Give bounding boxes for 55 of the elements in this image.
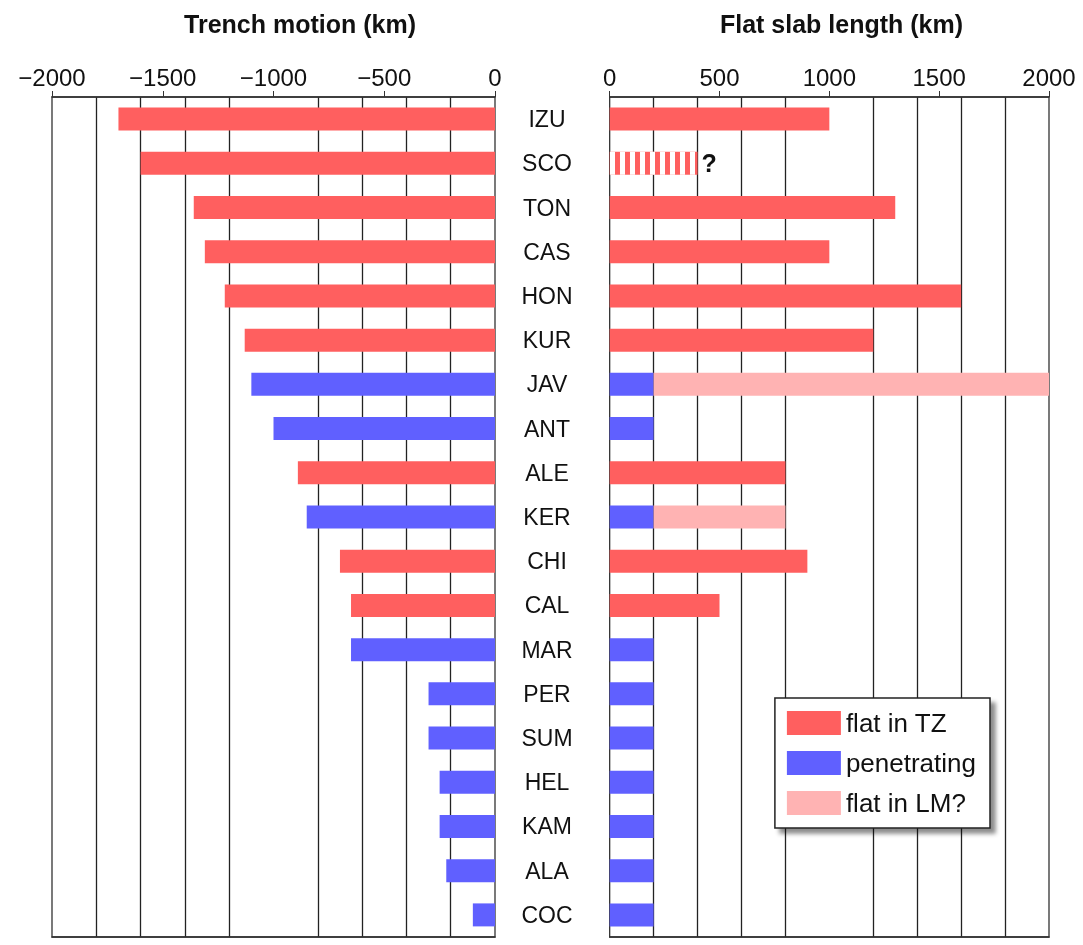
bar xyxy=(609,505,654,529)
bar xyxy=(609,726,654,750)
y-tick-label: KER xyxy=(523,504,571,530)
bar xyxy=(609,593,720,617)
y-tick-label: CHI xyxy=(527,548,567,575)
y-tick-label: KAM xyxy=(522,813,572,840)
x-tick-label: 500 xyxy=(699,63,740,91)
x-tick-label: −2000 xyxy=(18,63,86,91)
legend-label: flat in TZ xyxy=(845,708,947,738)
y-tick-label: TON xyxy=(522,194,572,221)
y-tick-label: ALA xyxy=(525,857,570,884)
x-tick-label: 1500 xyxy=(912,63,966,91)
y-tick-label: IZU xyxy=(528,106,566,133)
y-tick-label: KUR xyxy=(522,327,572,354)
y-tick-label: ALE xyxy=(525,459,569,486)
bar xyxy=(609,417,654,441)
annotation: ? xyxy=(701,149,717,178)
bar xyxy=(609,549,808,573)
y-tick-label: JAV xyxy=(526,371,568,398)
y-tick-label: SUM xyxy=(521,725,573,752)
bar xyxy=(609,814,654,838)
x-tick-label: 1000 xyxy=(802,63,857,91)
legend-label: flat in LM? xyxy=(845,788,966,818)
bar xyxy=(653,505,786,529)
bar xyxy=(609,638,654,662)
y-tick-label: ANT xyxy=(524,415,570,442)
x-tick-label: 2000 xyxy=(1022,63,1076,91)
y-tick-label: SCO xyxy=(522,150,572,177)
legend-label: penetrating xyxy=(845,748,977,778)
bar xyxy=(609,240,830,264)
bar xyxy=(609,682,654,706)
bar xyxy=(609,372,654,396)
bar xyxy=(609,770,654,794)
chart-title: Flat slab length (km) xyxy=(719,9,964,38)
y-tick-label: CAS xyxy=(523,238,571,265)
bar xyxy=(609,107,830,131)
y-tick-label: CAL xyxy=(524,592,570,619)
bar xyxy=(609,461,786,485)
x-tick-label: −1500 xyxy=(129,63,197,91)
bar xyxy=(609,328,874,352)
chart-title: Trench motion (km) xyxy=(184,9,416,38)
x-tick-label: 0 xyxy=(602,63,617,91)
x-tick-label: −500 xyxy=(357,63,412,91)
y-tick-label: MAR xyxy=(521,636,573,663)
y-tick-label: PER xyxy=(523,680,571,707)
bar xyxy=(609,859,654,883)
x-tick-label: 0 xyxy=(488,63,502,91)
bar xyxy=(609,284,962,308)
y-tick-label: COC xyxy=(521,901,573,928)
y-tick-label: HEL xyxy=(524,769,570,796)
bar xyxy=(609,196,896,220)
bar xyxy=(653,372,1049,396)
bar xyxy=(609,903,654,927)
x-tick-label: −1000 xyxy=(239,63,308,91)
y-tick-label: HON xyxy=(521,282,573,309)
